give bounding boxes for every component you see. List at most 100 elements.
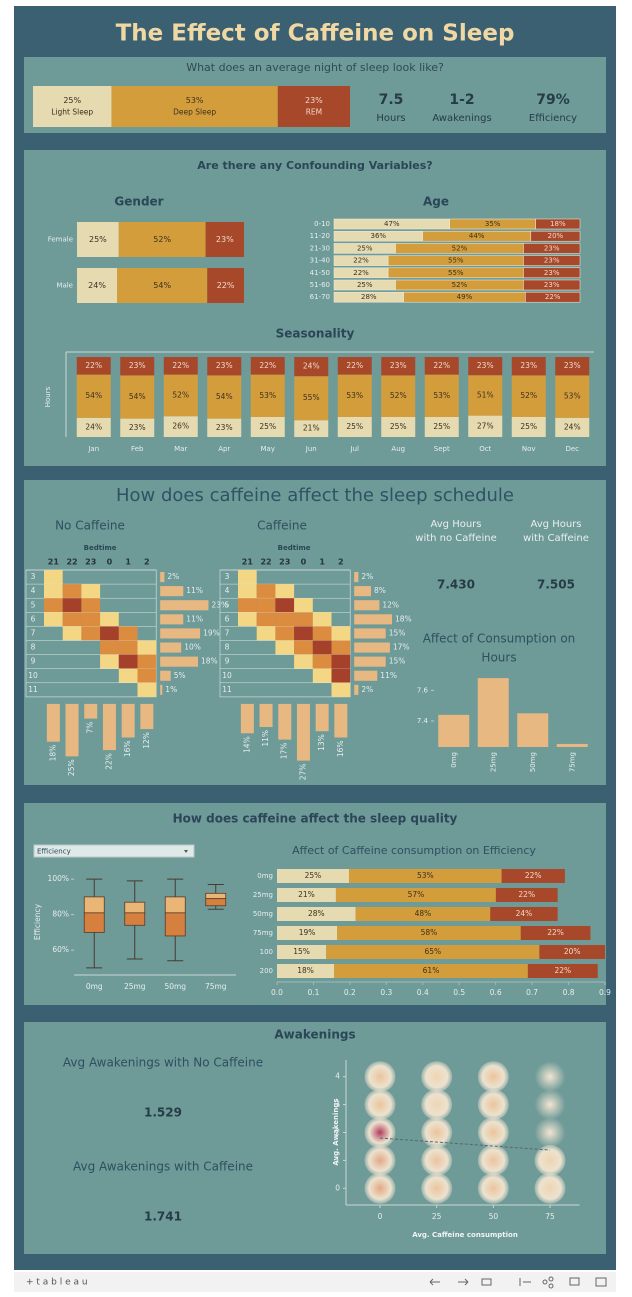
dropdown-label[interactable]: Efficiency bbox=[37, 848, 71, 856]
footer-bar bbox=[14, 1272, 616, 1292]
row-label: 8 bbox=[31, 643, 36, 652]
data-label: 22% bbox=[547, 928, 564, 937]
column-label: 0 bbox=[301, 558, 307, 567]
heat-cell bbox=[312, 640, 332, 655]
data-label: 44% bbox=[469, 232, 485, 240]
category-label: 75mg bbox=[253, 929, 273, 937]
data-label: 25% bbox=[67, 759, 76, 776]
bar-segment bbox=[120, 375, 155, 419]
data-label: 55% bbox=[448, 269, 464, 277]
heat-cell bbox=[294, 654, 313, 669]
bar-segment bbox=[468, 375, 503, 416]
x-tick-label: Jan bbox=[87, 445, 99, 453]
column-bar bbox=[259, 703, 273, 727]
data-label: 18% bbox=[550, 220, 566, 228]
data-label: 2% bbox=[361, 685, 373, 694]
data-label: 53% bbox=[417, 871, 434, 880]
footer-logo[interactable]: + t a b l e a u bbox=[26, 1278, 88, 1288]
column-bar bbox=[65, 703, 79, 757]
data-label: 17% bbox=[393, 643, 410, 652]
data-label: 22% bbox=[259, 361, 276, 370]
data-label: 25% bbox=[520, 422, 537, 431]
heat-cell bbox=[62, 598, 82, 613]
category-label: 50mg bbox=[253, 910, 273, 918]
heat-cell bbox=[312, 626, 332, 641]
kpi-value: 79% bbox=[536, 92, 570, 108]
bar-segment bbox=[424, 357, 459, 375]
kpi-label: Awakenings bbox=[432, 113, 491, 124]
y-tick-label: 3 bbox=[335, 1100, 340, 1109]
data-label: 23% bbox=[216, 423, 233, 432]
heat-cell bbox=[44, 584, 63, 599]
data-label: 23% bbox=[390, 361, 407, 370]
box-upper bbox=[205, 892, 227, 900]
data-label: 22% bbox=[104, 753, 113, 770]
heat-cell bbox=[62, 626, 82, 641]
heat-cell bbox=[275, 626, 295, 641]
row-label: 9 bbox=[31, 657, 36, 666]
kpi-label: Efficiency bbox=[529, 113, 577, 124]
data-label: 52% bbox=[452, 281, 468, 289]
bar-segment bbox=[424, 417, 459, 437]
row-label: 3 bbox=[225, 572, 230, 581]
row-bar bbox=[354, 670, 378, 681]
heat-cell bbox=[44, 598, 63, 613]
bubble bbox=[364, 1061, 396, 1093]
column-label: 2 bbox=[338, 558, 344, 567]
y-tick-label: 1 bbox=[335, 1155, 340, 1164]
data-label: 7% bbox=[86, 722, 95, 734]
row-label: 10 bbox=[28, 671, 38, 680]
x-tick-label: 75mg bbox=[568, 752, 576, 772]
bar-segment bbox=[118, 222, 206, 257]
bar-segment bbox=[381, 417, 416, 437]
dropdown-arrow[interactable] bbox=[184, 850, 188, 853]
data-label: 55% bbox=[448, 257, 464, 265]
bar-segment bbox=[33, 86, 112, 127]
bar-segment bbox=[207, 357, 242, 376]
row-label: 6 bbox=[31, 614, 36, 623]
bar-segment bbox=[520, 926, 591, 940]
row-bar bbox=[160, 572, 165, 583]
x-tick-label: 0.8 bbox=[563, 988, 575, 997]
data-label: 16% bbox=[336, 741, 345, 758]
bar-segment bbox=[250, 417, 285, 437]
bar-segment bbox=[76, 357, 111, 375]
category-label: Female bbox=[48, 236, 73, 244]
subtitle: What does an average night of sleep look… bbox=[186, 61, 444, 74]
data-label: 18% bbox=[48, 745, 57, 762]
data-label: 58% bbox=[421, 928, 438, 937]
heat-cell bbox=[312, 612, 332, 627]
bar-segment bbox=[337, 417, 372, 437]
category-label: 31-40 bbox=[310, 257, 330, 265]
chart-title: Seasonality bbox=[276, 327, 355, 341]
dropdown[interactable] bbox=[33, 844, 195, 858]
data-label: 23% bbox=[520, 361, 537, 370]
row-bar bbox=[160, 670, 171, 681]
x-tick-label: 0.1 bbox=[307, 988, 319, 997]
y-tick-label: 60% bbox=[52, 945, 69, 954]
panel bbox=[24, 1022, 606, 1254]
data-label: 52% bbox=[153, 235, 171, 244]
toolbar-icons[interactable] bbox=[429, 1276, 607, 1289]
heat-cell bbox=[331, 626, 351, 641]
row-bar bbox=[354, 586, 371, 597]
bar-segment bbox=[424, 374, 459, 417]
bar-segment bbox=[277, 869, 349, 883]
heat-cell bbox=[275, 612, 295, 627]
kpi-value: 1.529 bbox=[144, 1106, 182, 1120]
data-label: 24% bbox=[516, 909, 533, 918]
data-label: 28% bbox=[361, 293, 377, 301]
bar-segment bbox=[511, 375, 546, 417]
kpi-label: Avg Hours bbox=[531, 519, 582, 530]
box-lower bbox=[205, 898, 227, 907]
bar-segment bbox=[511, 417, 546, 437]
row-bar bbox=[354, 614, 392, 625]
heat-cell bbox=[62, 584, 82, 599]
chart-title: Gender bbox=[114, 195, 163, 209]
column-label: 2 bbox=[144, 558, 150, 567]
bubble bbox=[421, 1117, 453, 1148]
row-bar bbox=[160, 642, 182, 653]
bar-segment bbox=[468, 357, 503, 376]
bar bbox=[517, 713, 549, 747]
